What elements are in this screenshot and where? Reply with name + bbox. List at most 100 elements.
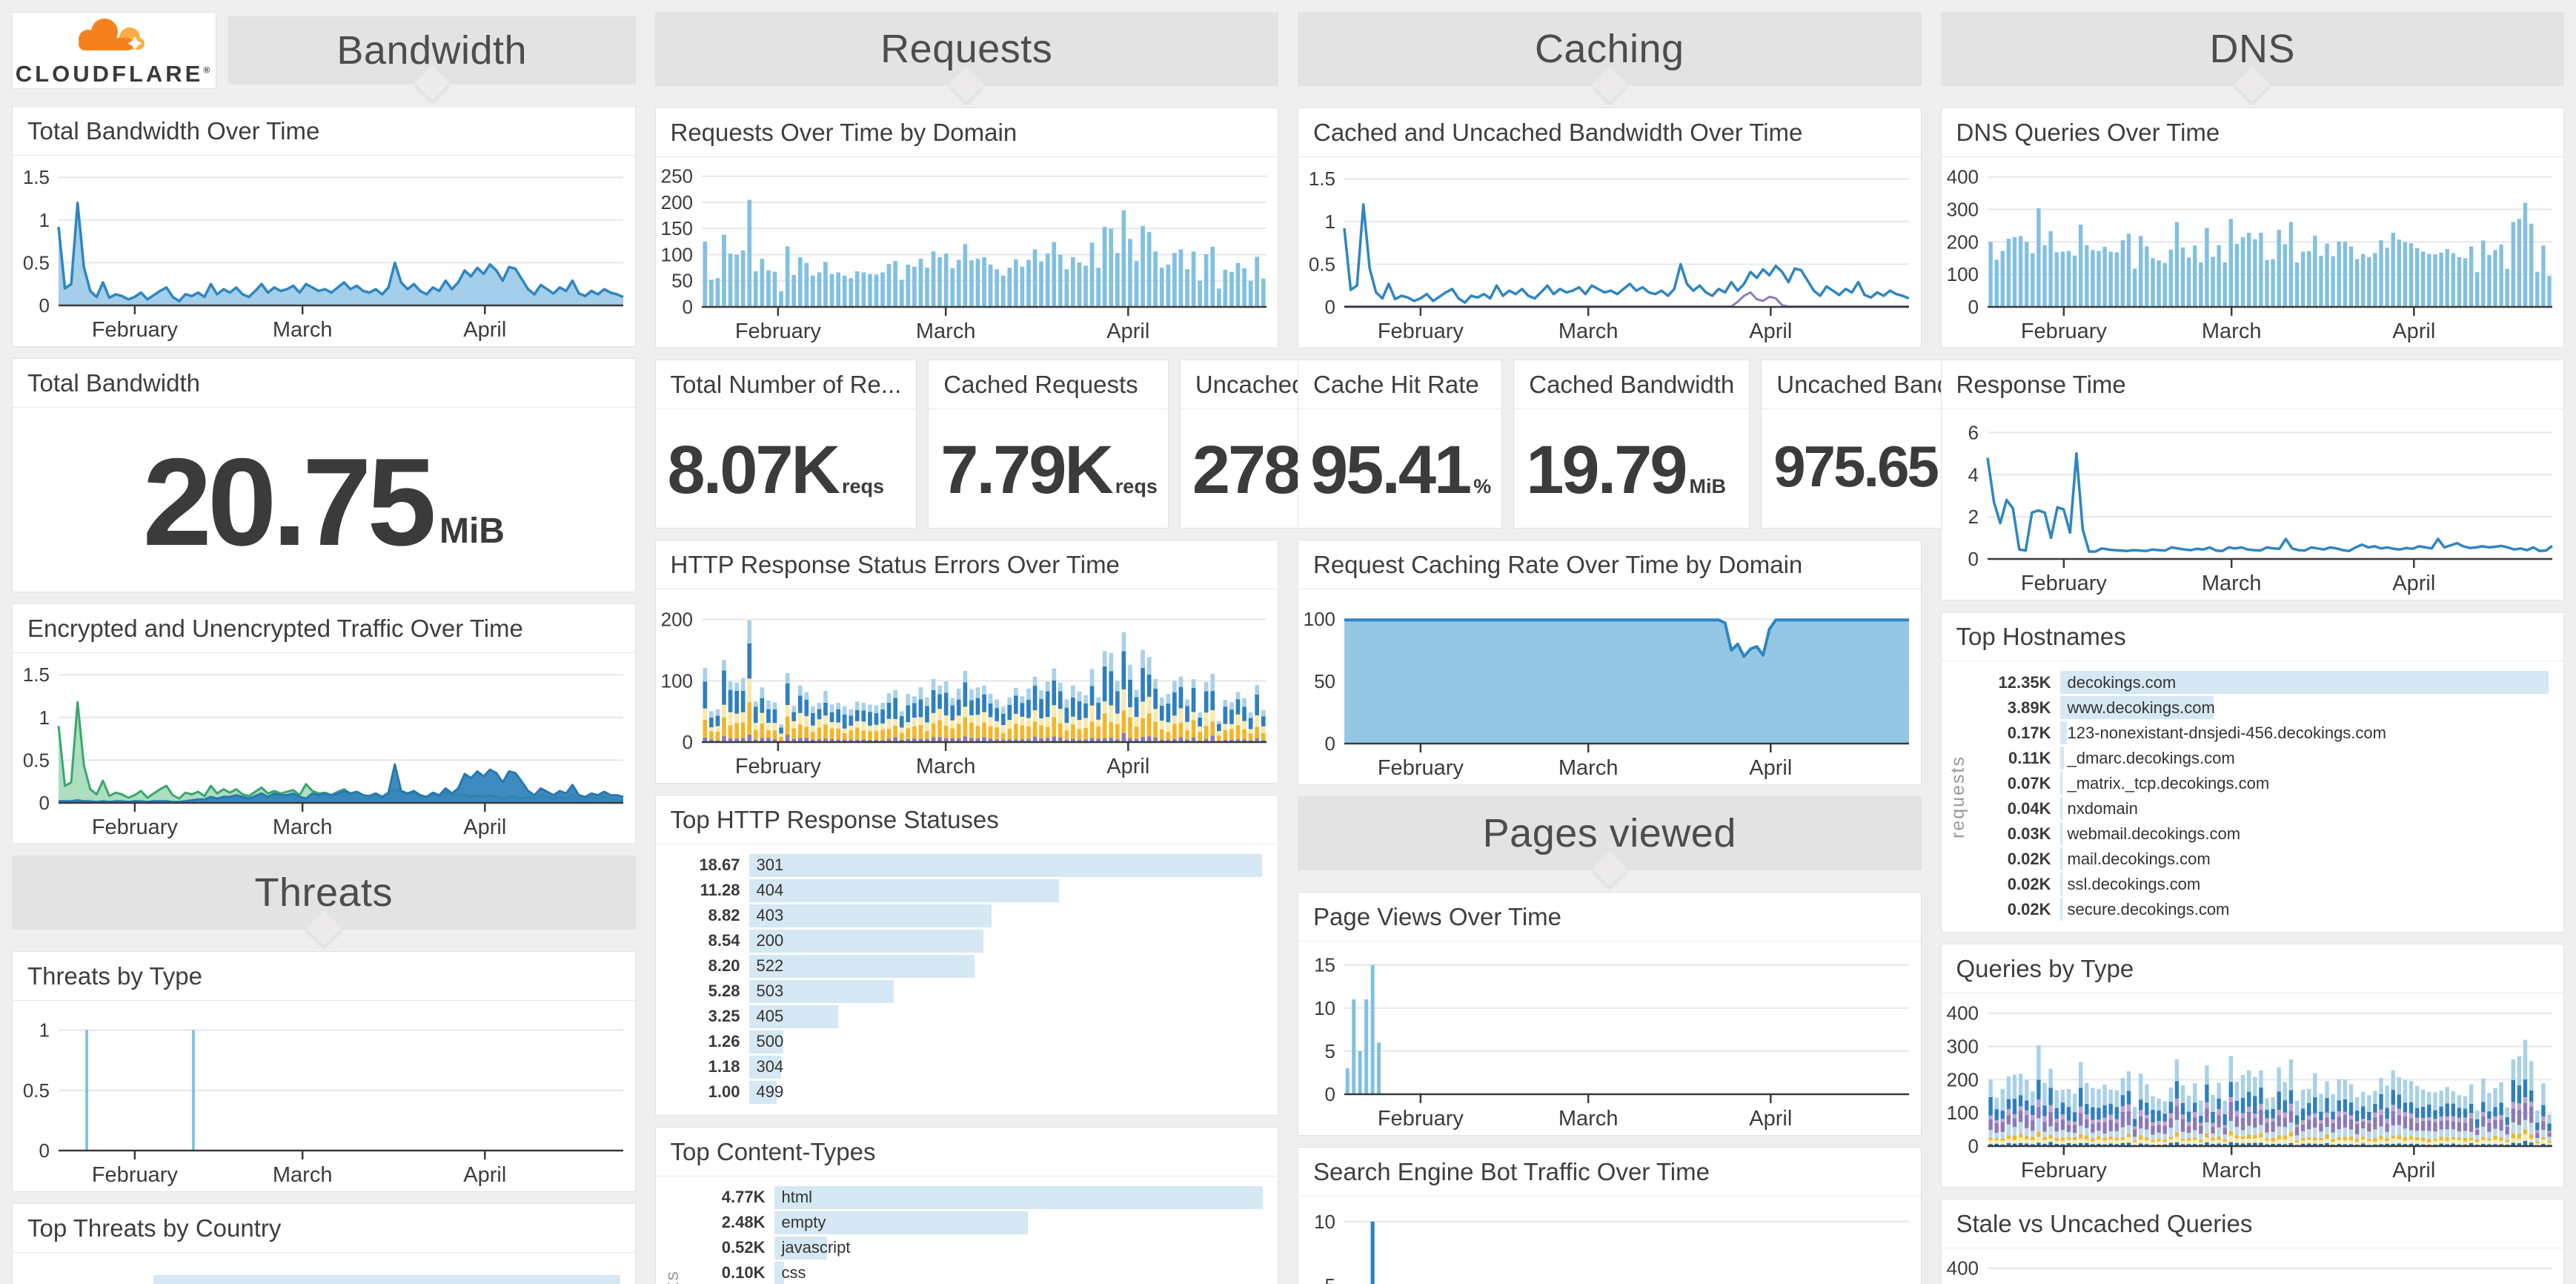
hbar-value: 0.07K [2007, 773, 2051, 792]
svg-text:1.5: 1.5 [1309, 168, 1335, 190]
panel-title: Search Engine Bot Traffic Over Time [1298, 1148, 1921, 1197]
panel-title: Stale vs Uncached Queries [1941, 1199, 2563, 1248]
hbar-label: 503 [756, 982, 784, 1001]
stat-cache-hit-rate: Cache Hit Rate 95.41 % [1298, 360, 1503, 529]
svg-text:150: 150 [660, 217, 692, 239]
panel-title: Threats by Type [13, 952, 635, 1002]
hbar-label: html [781, 1188, 813, 1207]
hbar-fill [748, 1055, 782, 1079]
hbar-value: 1.26 [708, 1032, 740, 1051]
panel-top-threats-by-country: Top Threats by Country 1.00us1.00nlopera… [12, 1203, 636, 1284]
hbar-track: 405 [748, 1005, 1271, 1028]
hbar-row: 8.20 522 [668, 954, 1271, 978]
registered-mark: ® [203, 64, 213, 76]
column-requests: Requests Requests Over Time by Domain 0 5… [654, 12, 1432, 1284]
stat-unit: MiB [439, 512, 505, 552]
section-header-bandwidth: Bandwidth [228, 16, 636, 85]
hbar-label: 301 [756, 856, 784, 875]
svg-text:100: 100 [1946, 1102, 1978, 1124]
svg-text:300: 300 [1946, 1036, 1978, 1058]
panel-title: Cached and Uncached Bandwidth Over Time [1298, 108, 1921, 157]
hbar-fill [748, 954, 975, 978]
svg-text:0.5: 0.5 [23, 749, 50, 772]
hbar-fill [748, 1005, 839, 1028]
svg-text:February: February [2020, 572, 2107, 595]
stat-value: 95.41 % [1298, 409, 1501, 528]
svg-text:1: 1 [1325, 211, 1335, 233]
hbar-row: 4.77K html [693, 1185, 1271, 1209]
hbar-value: 8.20 [708, 956, 740, 976]
hbar-row: 0.02K ssl.decokings.com [1979, 873, 2557, 896]
svg-text:March: March [1558, 1107, 1619, 1130]
hbar-track: 200 [748, 929, 1271, 953]
hbar-fill [2059, 671, 2549, 694]
svg-text:400: 400 [1946, 1002, 1978, 1025]
hbar-value: 8.82 [708, 906, 740, 925]
hbar-fill [2059, 772, 2063, 795]
stat-unit: MiB [1689, 474, 1726, 497]
hbar-row: 1.00 499 [668, 1080, 1271, 1104]
svg-text:April: April [1749, 320, 1792, 342]
svg-text:1: 1 [39, 209, 50, 231]
svg-text:April: April [1749, 1107, 1792, 1130]
hbar-label: 123-nonexistant-dnsjedi-456.decokings.co… [2067, 723, 2386, 742]
stat-unit: % [1473, 474, 1492, 497]
hbar-fill [2059, 822, 2062, 845]
hbar-fill [748, 878, 1060, 902]
hbar-value: 0.10K [721, 1263, 766, 1283]
hbar-label: webmail.decokings.com [2067, 824, 2241, 843]
dns-queries-bar-chart: 0 100 200 300 400 February March April [1942, 157, 2564, 348]
hbar-row: 12.35K decokings.com [1979, 671, 2557, 694]
panel-total-bandwidth-over-time: Total Bandwidth Over Time 0 0.5 1 1.5 Februa… [12, 106, 636, 347]
stat-cached-bandwidth: Cached Bandwidth 19.79 MiB [1513, 360, 1750, 529]
hbar-value: 11.28 [700, 881, 740, 900]
svg-text:15: 15 [1314, 953, 1335, 976]
stat-value: 8.07K reqs [656, 409, 917, 528]
hbar-row: 1.26 500 [668, 1030, 1271, 1053]
hbar-fill [748, 1030, 784, 1053]
svg-text:100: 100 [1304, 608, 1335, 630]
panel-title: Page Views Over Time [1298, 893, 1921, 942]
stat-number: 8.07K [667, 432, 840, 508]
svg-text:March: March [2201, 572, 2261, 595]
section-header-pages-viewed: Pages viewed [1298, 795, 1922, 870]
hbar-fill [2059, 696, 2214, 719]
hbar-row: 0.10K css [693, 1261, 1271, 1284]
hbar-label: javascript [781, 1238, 851, 1257]
svg-text:0: 0 [1968, 296, 1978, 318]
svg-text:April: April [463, 815, 506, 838]
section-header-threats: Threats [12, 856, 636, 930]
svg-text:250: 250 [660, 165, 692, 188]
stat-title: Cached Requests [929, 360, 1168, 409]
hbar-row: 11.28 404 [668, 878, 1271, 902]
svg-text:0: 0 [1325, 296, 1335, 318]
svg-text:February: February [2020, 320, 2107, 342]
hbar-track: 522 [748, 954, 1271, 978]
panel-title: Encrypted and Unencrypted Traffic Over T… [13, 604, 635, 654]
svg-text:0: 0 [1325, 732, 1335, 755]
svg-text:100: 100 [1946, 263, 1978, 285]
panel-response-time: Response Time 0 2 4 6 February March April [1940, 360, 2564, 600]
hbar-track: empty [774, 1211, 1271, 1234]
svg-text:200: 200 [1946, 231, 1978, 253]
hbar-value: 18.67 [699, 856, 740, 875]
stat-value: 7.79K reqs [929, 409, 1168, 528]
svg-text:0: 0 [682, 296, 692, 318]
svg-text:5: 5 [1325, 1039, 1335, 1062]
http-errors-stacked-chart: 0 100 200 February March April [656, 589, 1278, 783]
column-caching: Caching Cached and Uncached Bandwidth Ov… [1298, 12, 1987, 1284]
hbar-track: nxdomain [2059, 797, 2557, 820]
hbar-label: 500 [756, 1032, 784, 1051]
svg-text:200: 200 [1946, 1068, 1978, 1091]
hbar-row: 18.67 301 [668, 853, 1271, 877]
panel-cached-uncached-bandwidth: Cached and Uncached Bandwidth Over Time … [1298, 107, 1922, 348]
hbar-label: 304 [756, 1057, 784, 1076]
hbar-row: 0.11K _dmarc.decokings.com [1979, 747, 2557, 770]
hbar-row: 0.17K 123-nonexistant-dnsjedi-456.decokin… [1979, 721, 2557, 744]
svg-text:March: March [2201, 320, 2261, 342]
svg-text:0: 0 [1325, 1083, 1335, 1105]
svg-text:April: April [2392, 572, 2435, 595]
hbar-fill [2059, 847, 2062, 870]
svg-text:2: 2 [1968, 506, 1978, 528]
